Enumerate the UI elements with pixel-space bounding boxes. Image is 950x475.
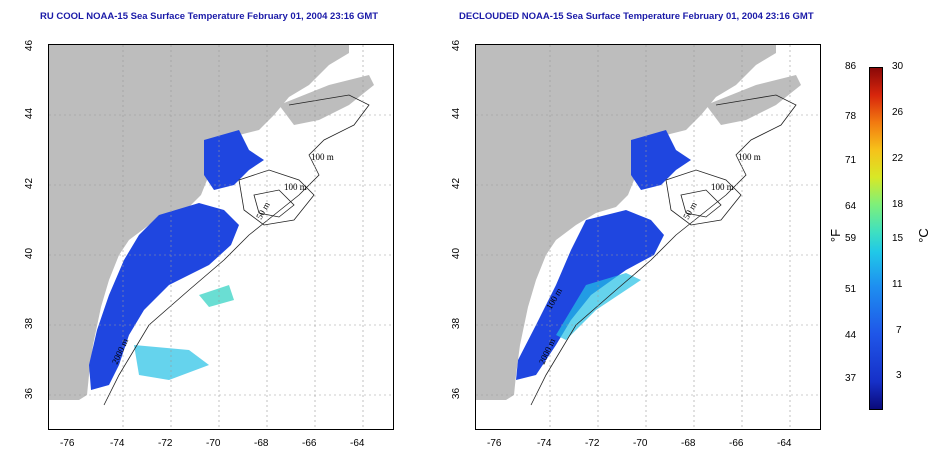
- sst-map-declouded: 100 m 100 m 50 m 2000 m 100 m: [475, 44, 821, 430]
- colorbar-f-label: 71: [845, 155, 857, 166]
- colorbar-f-label: 59: [845, 233, 857, 244]
- contour-line: [680, 189, 722, 218]
- contour-label: 100 m: [311, 152, 334, 162]
- land-nova-scotia: [279, 75, 374, 125]
- x-tick-label: -66: [302, 438, 317, 449]
- colorbar-c-label: 26: [892, 107, 904, 118]
- colorbar-c-label: 15: [892, 233, 904, 244]
- x-tick-label: -64: [350, 438, 365, 449]
- x-tick-label: -70: [633, 438, 648, 449]
- x-tick-label: -72: [585, 438, 600, 449]
- colorbar-f-label: 78: [845, 111, 857, 122]
- colorbar-f-label: 37: [845, 373, 857, 384]
- y-tick-label: 42: [451, 177, 463, 190]
- y-tick-label: 38: [451, 317, 463, 330]
- sst-warm-patch-2: [199, 285, 234, 307]
- x-tick-label: -72: [158, 438, 173, 449]
- x-tick-label: -76: [487, 438, 502, 449]
- y-tick-label: 46: [24, 39, 36, 52]
- contour-line: [665, 169, 742, 226]
- sst-shelf: [89, 203, 239, 390]
- x-tick-label: -74: [537, 438, 552, 449]
- colorbar-c-label: 22: [892, 153, 904, 164]
- y-tick-label: 46: [451, 39, 463, 52]
- sst-gulf-of-maine: [204, 130, 264, 190]
- land: [476, 45, 776, 400]
- contour-label: 100 m: [738, 152, 761, 162]
- contour-label: 100 m: [711, 182, 734, 192]
- colorbar-f-label: 44: [845, 330, 857, 341]
- y-tick-label: 44: [24, 107, 36, 120]
- x-tick-label: -74: [110, 438, 125, 449]
- sst-warm-band: [556, 273, 641, 340]
- colorbar-f-label: 51: [845, 284, 857, 295]
- x-tick-label: -66: [729, 438, 744, 449]
- x-tick-label: -68: [681, 438, 696, 449]
- x-tick-label: -70: [206, 438, 221, 449]
- y-tick-label: 36: [451, 387, 463, 400]
- y-tick-label: 40: [24, 247, 36, 260]
- x-tick-label: -64: [777, 438, 792, 449]
- x-tick-label: -68: [254, 438, 269, 449]
- y-tick-label: 42: [24, 177, 36, 190]
- temperature-colorbar: [869, 67, 883, 410]
- x-tick-label: -76: [60, 438, 75, 449]
- sst-map-raw: 100 m 100 m 50 m 2000 m: [48, 44, 394, 430]
- colorbar-f-label: 64: [845, 201, 857, 212]
- colorbar-c-label: 7: [896, 325, 902, 336]
- y-tick-label: 38: [24, 317, 36, 330]
- sst-warm-patch: [134, 345, 209, 380]
- contour-label: 50 m: [681, 200, 699, 221]
- grid: [49, 45, 393, 429]
- colorbar-c-label: 11: [892, 279, 903, 290]
- contour-label: 50 m: [254, 200, 272, 221]
- contour-line: [238, 169, 315, 226]
- map-title-left: RU COOL NOAA-15 Sea Surface Temperature …: [40, 11, 379, 22]
- map-title-right: DECLOUDED NOAA-15 Sea Surface Temperatur…: [459, 11, 814, 22]
- colorbar-c-label: 18: [892, 199, 904, 210]
- grid: [476, 45, 820, 429]
- y-tick-label: 36: [24, 387, 36, 400]
- colorbar-c-label: 30: [892, 61, 904, 72]
- contour-line: [253, 189, 295, 218]
- colorbar-c-label: 3: [896, 370, 902, 381]
- y-tick-label: 40: [451, 247, 463, 260]
- land: [49, 45, 349, 400]
- contour-label: 100 m: [284, 182, 307, 192]
- colorbar-f-label: 86: [845, 61, 857, 72]
- y-tick-label: 44: [451, 107, 463, 120]
- unit-fahrenheit: °F: [828, 228, 844, 243]
- unit-celsius: °C: [915, 228, 931, 243]
- land-nova-scotia: [706, 75, 801, 125]
- sst-gulf-of-maine: [631, 130, 691, 190]
